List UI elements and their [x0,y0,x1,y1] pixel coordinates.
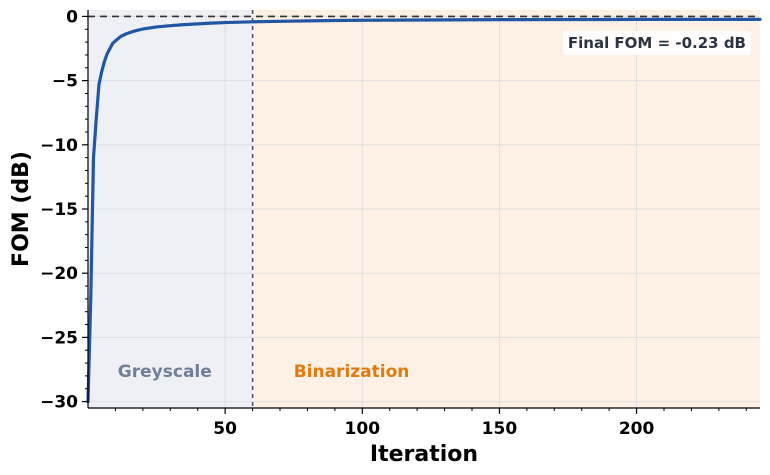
series-layer [86,17,762,404]
region-label-binarization: Binarization [294,362,410,382]
x-tick-label-200: 200 [619,419,655,439]
annotation-box: Final FOM = -0.23 dB [562,31,751,55]
x-tick-label-50: 50 [213,419,237,439]
ticks-layer: 50 100 150 200 0 −5 −10 −15 −20 −25 −30 [40,7,747,439]
y-tick-label-0: 0 [66,7,78,27]
region-label-greyscale: Greyscale [118,362,212,382]
y-axis-title: FOM (dB) [9,151,34,267]
x-tick-label-150: 150 [482,419,518,439]
annotation-background [562,31,751,55]
y-tick-label-neg15: −15 [40,200,78,220]
y-tick-label-neg25: −25 [40,328,78,348]
y-tick-label-neg30: −30 [40,393,78,413]
final-fom-annotation: Final FOM = -0.23 dB [568,34,746,52]
x-tick-label-100: 100 [345,419,381,439]
x-axis-title: Iteration [370,442,478,467]
y-tick-label-neg10: −10 [40,136,78,156]
y-tick-label-neg5: −5 [52,72,78,92]
reference-lines-layer [88,10,760,408]
labels-layer: Greyscale Binarization Final FOM = -0.23… [9,31,751,467]
y-tick-label-neg20: −20 [40,264,78,284]
fom-series-line [86,17,762,404]
